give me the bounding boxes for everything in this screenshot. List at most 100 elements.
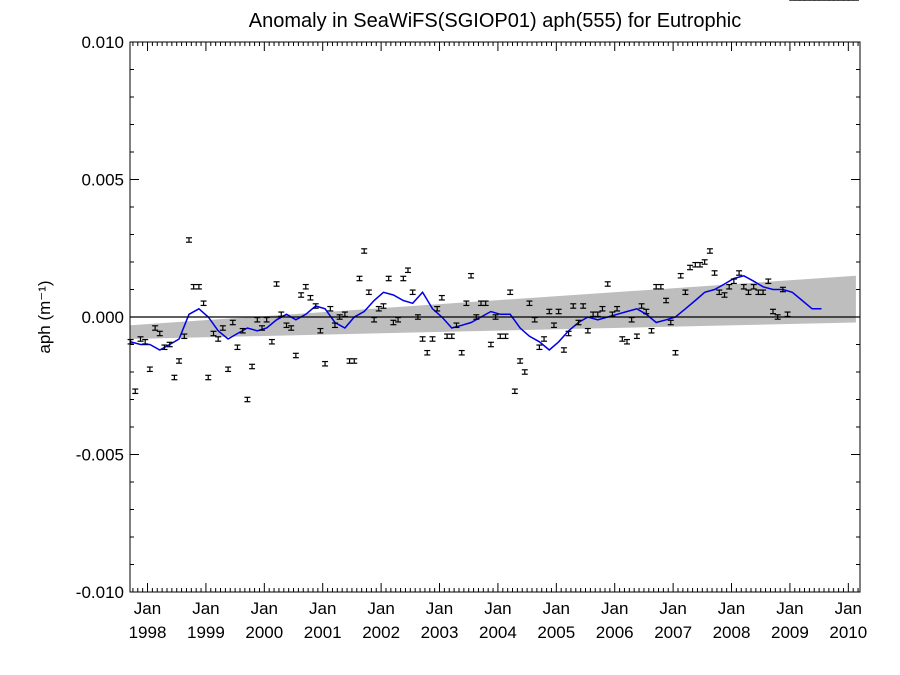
x-tick-label-month: Jan — [309, 599, 336, 618]
data-point — [550, 322, 557, 329]
data-point — [648, 327, 655, 334]
data-point — [146, 366, 153, 373]
x-tick-label-year: 2005 — [537, 623, 575, 642]
data-point — [273, 281, 280, 287]
data-point — [351, 358, 358, 364]
data-point — [404, 267, 411, 274]
y-tick-label: 0.000 — [81, 308, 124, 327]
data-point — [531, 316, 538, 323]
trend-band-layer — [130, 275, 856, 339]
axes-layer: -0.010 -0.005 0.000 0.005 0.010 Jan 1998 Jan 199… — [76, 33, 867, 642]
y-axis-label-layer: aph (m⁻¹) — [35, 280, 54, 353]
data-points-layer — [127, 0, 859, 403]
data-point — [604, 281, 611, 287]
data-point — [298, 292, 305, 298]
data-point — [580, 303, 587, 309]
data-point — [341, 311, 348, 318]
x-tick-label-year: 2002 — [362, 623, 400, 642]
data-point — [541, 336, 548, 342]
data-point — [784, 311, 791, 318]
x-tick-label-month: Jan — [718, 599, 745, 618]
data-point — [663, 297, 670, 304]
data-point — [448, 333, 455, 340]
data-point — [219, 325, 226, 331]
data-point — [346, 358, 353, 364]
data-point — [492, 314, 499, 320]
data-point — [692, 261, 699, 268]
data-point — [716, 289, 723, 296]
data-point — [312, 303, 319, 309]
x-tick-label-year: 2004 — [479, 623, 517, 642]
data-point — [400, 275, 407, 282]
data-point — [268, 338, 275, 345]
data-point — [623, 338, 630, 345]
data-point — [434, 305, 441, 312]
data-point — [521, 369, 528, 375]
data-point — [657, 283, 664, 290]
x-tick-label-month: Jan — [134, 599, 161, 618]
data-point — [429, 336, 436, 342]
data-point — [190, 283, 197, 290]
data-point — [730, 278, 737, 285]
data-point — [546, 308, 553, 315]
data-point — [653, 283, 660, 290]
data-point — [760, 289, 767, 296]
data-point — [463, 300, 470, 307]
data-point — [409, 289, 416, 296]
data-point — [395, 316, 402, 323]
x-tick-label-month: Jan — [426, 599, 453, 618]
data-point — [229, 319, 236, 326]
data-point — [497, 333, 504, 340]
data-point — [137, 336, 144, 342]
x-tick-label-year: 2007 — [654, 623, 692, 642]
data-point — [740, 283, 747, 290]
x-tick-label-month: Jan — [192, 599, 219, 618]
data-point — [745, 289, 752, 296]
trend-band — [130, 275, 856, 339]
data-point — [142, 338, 149, 345]
data-point — [682, 289, 689, 296]
data-point — [677, 272, 684, 279]
x-tick-label-month: Jan — [835, 599, 862, 618]
x-tick-label-year: 2001 — [304, 623, 342, 642]
data-point — [132, 388, 139, 395]
data-point — [565, 330, 572, 337]
data-point — [628, 316, 635, 323]
x-tick-label-year: 2006 — [596, 623, 634, 642]
data-point — [765, 278, 772, 285]
data-point — [292, 352, 299, 359]
data-point — [736, 270, 743, 276]
y-tick-label: 0.005 — [81, 171, 124, 190]
data-point — [619, 336, 626, 342]
y-tick-label: 0.010 — [81, 33, 124, 52]
data-point — [375, 305, 382, 312]
data-point — [584, 327, 591, 334]
data-point — [643, 308, 650, 315]
x-tick-label-year: 2010 — [829, 623, 867, 642]
data-point — [181, 333, 188, 340]
data-point — [769, 308, 776, 315]
x-tick-label-year: 2003 — [421, 623, 459, 642]
data-point — [239, 327, 246, 334]
data-point — [750, 283, 757, 290]
x-tick-label-month: Jan — [484, 599, 511, 618]
data-point — [633, 333, 640, 340]
data-point — [244, 396, 251, 403]
data-point — [317, 327, 324, 334]
data-point — [726, 283, 733, 290]
data-point — [152, 325, 159, 331]
data-point — [774, 314, 781, 320]
data-point — [536, 344, 543, 351]
data-point — [696, 261, 703, 268]
data-point — [356, 275, 363, 282]
data-point — [424, 349, 431, 356]
x-tick-label-month: Jan — [659, 599, 686, 618]
data-point — [283, 322, 290, 329]
data-point — [560, 347, 567, 353]
data-point — [599, 305, 606, 312]
data-point — [322, 360, 329, 367]
data-point — [458, 349, 465, 356]
data-point — [331, 322, 338, 329]
data-point — [390, 319, 397, 326]
